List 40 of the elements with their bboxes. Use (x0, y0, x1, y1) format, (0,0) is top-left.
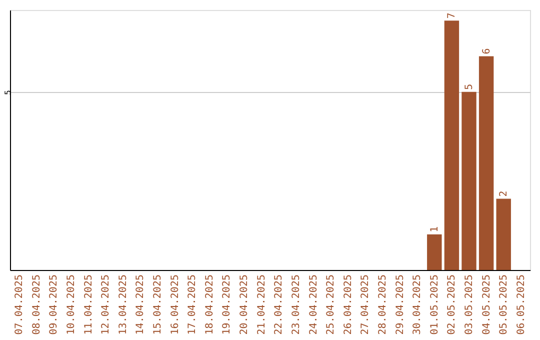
x-tick-label: 01.05.2025 (429, 274, 440, 335)
x-tick-label: 22.04.2025 (274, 274, 285, 335)
data-label: 6 (481, 48, 492, 54)
x-tick-label: 02.05.2025 (446, 274, 458, 335)
x-tick-label: 05.05.2025 (498, 274, 510, 335)
x-tick-label: 13.04.2025 (118, 274, 129, 335)
x-tick-label: 27.04.2025 (360, 274, 372, 335)
data-label: 7 (446, 12, 458, 19)
x-tick-label: 14.04.2025 (135, 274, 146, 335)
x-tick-label: 30.04.2025 (412, 274, 424, 335)
x-tick-label: 15.04.2025 (152, 274, 164, 335)
bar (444, 20, 460, 270)
x-tick-label: 11.04.2025 (83, 274, 94, 335)
data-label: 5 (464, 84, 475, 90)
x-tick-label: 04.05.2025 (481, 274, 492, 335)
bar (496, 198, 511, 270)
x-tick-label: 17.04.2025 (187, 274, 198, 335)
x-tick-label: 10.04.2025 (66, 274, 77, 335)
x-tick-label: 26.04.2025 (342, 274, 354, 335)
x-tick-label: 16.04.2025 (170, 274, 181, 335)
data-label: 1 (429, 226, 440, 232)
x-tick-label: 12.04.2025 (100, 274, 112, 335)
x-tick-label: 18.04.2025 (204, 274, 216, 335)
x-tick-label: 03.05.2025 (464, 274, 475, 335)
x-tick-label: 25.04.2025 (326, 274, 337, 335)
bar (427, 234, 442, 270)
bar (478, 56, 494, 270)
x-tick-label: 28.04.2025 (377, 274, 388, 335)
x-tick-label: 07.04.2025 (14, 274, 26, 335)
x-tick-label: 19.04.2025 (222, 274, 233, 335)
x-tick-label: 23.04.2025 (290, 274, 302, 335)
x-tick-label: 24.04.2025 (308, 274, 320, 335)
x-tick-label: 21.04.2025 (256, 274, 268, 335)
x-tick-label: 06.05.2025 (516, 274, 527, 335)
x-tick-label: 08.04.2025 (31, 274, 42, 335)
x-tick-label: 29.04.2025 (394, 274, 406, 335)
bar (462, 92, 476, 270)
x-tick-label: 20.04.2025 (239, 274, 250, 335)
x-tick-label: 09.04.2025 (48, 274, 60, 335)
data-label: 2 (498, 190, 510, 197)
